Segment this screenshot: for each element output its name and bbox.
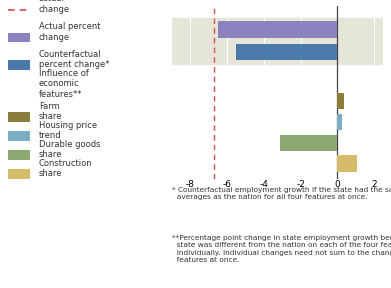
Bar bbox=[9, 131, 30, 141]
Bar bbox=[236, 44, 337, 60]
Text: Durable goods
share: Durable goods share bbox=[39, 140, 100, 159]
Bar bbox=[280, 134, 337, 151]
Bar bbox=[218, 21, 337, 38]
Text: **Percentage point change in state employment growth because the
  state was dif: **Percentage point change in state emplo… bbox=[172, 235, 391, 263]
Text: Construction
share: Construction share bbox=[39, 159, 92, 178]
Text: Influence of
economic
features**: Influence of economic features** bbox=[39, 69, 88, 98]
Text: Counterfactual
percent change*: Counterfactual percent change* bbox=[39, 50, 109, 69]
Bar bbox=[9, 112, 30, 122]
Bar bbox=[9, 33, 30, 42]
Bar bbox=[337, 156, 357, 172]
Text: Actual percent
change: Actual percent change bbox=[39, 22, 100, 41]
Bar bbox=[9, 60, 30, 70]
Text: * Counterfactual employment growth if the state had the same
  averages as the n: * Counterfactual employment growth if th… bbox=[172, 187, 391, 200]
Bar bbox=[172, 18, 383, 64]
Text: U.S.
actual
change: U.S. actual change bbox=[39, 0, 70, 14]
Bar bbox=[9, 169, 30, 179]
Text: Housing price
trend: Housing price trend bbox=[39, 121, 97, 140]
Bar bbox=[9, 150, 30, 160]
Bar bbox=[337, 93, 344, 109]
Text: Farm
share: Farm share bbox=[39, 102, 62, 121]
Bar bbox=[337, 114, 343, 130]
